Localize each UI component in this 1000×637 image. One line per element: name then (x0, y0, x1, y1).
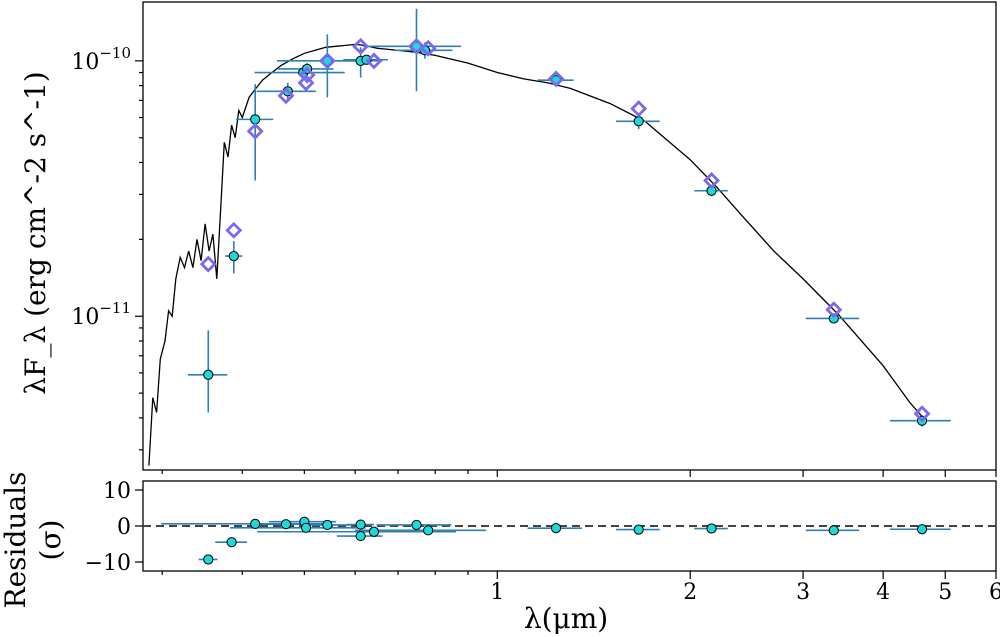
y-tick-label: 10−11 (71, 299, 131, 330)
x-tick-label: 5 (938, 580, 952, 605)
synthetic-photometry-marker (408, 37, 425, 55)
model-sed-curve (148, 43, 924, 466)
synthetic-photometry-marker (825, 301, 843, 319)
residual-marker (300, 522, 312, 533)
sed-panel: 10−10 10−11 (71, 1, 997, 477)
sed-plot-frame (142, 1, 997, 471)
synthetic-photometry-marker (277, 87, 295, 105)
x-tick-label: 6 (989, 580, 1000, 605)
residuals-label-line1: Residuals (0, 472, 32, 609)
residual-marker (633, 524, 644, 535)
synthetic-photometry-marker (297, 74, 315, 92)
synthetic-photometry-marker (318, 52, 336, 70)
residual-marker (203, 554, 214, 565)
x-tick-label: 4 (876, 580, 890, 605)
residual-marker (368, 526, 380, 537)
residual-y-tick-label: 0 (117, 515, 131, 540)
residual-marker (423, 525, 434, 536)
residual-marker (706, 523, 717, 534)
synthetic-photometry-marker (630, 100, 648, 118)
synthetic-photometry-marker (246, 122, 264, 140)
residual-marker (322, 519, 333, 531)
observed-marker (250, 114, 261, 125)
synthetic-photometry-marker (913, 405, 931, 423)
residuals-plot-frame (142, 480, 997, 572)
synthetic-photometry-marker (547, 70, 565, 88)
observed-marker (203, 369, 214, 380)
residual-marker (250, 518, 261, 529)
observed-marker (228, 250, 239, 262)
residuals-label-line2: (σ) (34, 520, 67, 561)
synthetic-photometry-marker (703, 172, 720, 189)
x-tick-label: 2 (683, 580, 697, 605)
synthetic-photometry-marker (225, 221, 243, 239)
observed-marker (828, 313, 839, 324)
synthetic-photometry-marker (352, 37, 370, 55)
residual-marker (550, 523, 562, 534)
y-axis-label-sed: λF_λ (erg cm^-2 s^-1) (19, 71, 52, 394)
residual-marker (411, 519, 422, 531)
residual-marker (916, 524, 928, 535)
residual-marker (355, 519, 366, 530)
y-tick-label: 10−10 (71, 44, 131, 75)
residual-marker (828, 525, 839, 536)
synthetic-photometry-marker (199, 255, 217, 273)
synthetic-photometry-marker (298, 66, 316, 84)
x-axis-label: λ(μm) (524, 602, 608, 635)
y-axis-label-residuals: Residuals (σ) (0, 472, 67, 609)
synthetic-photometry-marker (419, 39, 437, 57)
residual-marker (355, 530, 366, 542)
observed-point (235, 84, 274, 181)
synthetic-photometry-marker (365, 52, 383, 70)
x-tick-label: 3 (796, 580, 810, 605)
residual-y-tick-label: 10 (103, 479, 131, 504)
x-tick-label: 1 (490, 580, 504, 605)
residual-marker (280, 519, 292, 530)
residuals-panel: 10 0 −10 1 2 3 4 5 6 (85, 479, 1000, 605)
observed-marker (633, 116, 644, 127)
residual-marker (226, 537, 237, 548)
residual-y-tick-label: −10 (85, 551, 131, 576)
